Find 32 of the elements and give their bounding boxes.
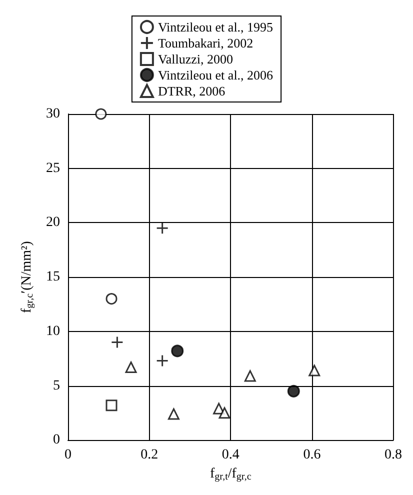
point	[168, 408, 180, 420]
point	[308, 364, 320, 376]
point	[110, 336, 124, 349]
point	[125, 362, 137, 374]
y-tick-label: 30	[46, 106, 60, 122]
y-tick-label: 15	[46, 270, 60, 285]
y-tick-label: 20	[46, 215, 60, 230]
legend-label: DTRR, 2006	[158, 84, 226, 98]
legend-label: Vintzileou et al., 1995	[158, 20, 274, 34]
x-tick-label: 0	[64, 448, 72, 463]
legend-label: Valluzzi, 2000	[158, 52, 234, 66]
point	[156, 222, 169, 234]
point	[106, 400, 118, 412]
x-tick-label: 0.4	[222, 448, 240, 463]
y-tick-label: 25	[46, 160, 60, 176]
point	[95, 108, 107, 120]
y-axis-title: fgr,c′(N/mm²)	[20, 240, 36, 313]
point	[156, 354, 169, 367]
point	[171, 344, 184, 358]
y-tick-label: 10	[46, 324, 60, 339]
point	[218, 407, 230, 419]
y-tick-label: 0	[53, 432, 60, 448]
x-tick-label: 0.2	[140, 448, 158, 463]
legend-label: Vintzileou et al., 2006	[158, 68, 274, 82]
point	[106, 293, 118, 305]
point	[244, 370, 256, 382]
y-tick-label: 5	[53, 378, 60, 394]
point	[287, 384, 300, 398]
legend-label: Toumbakari, 2002	[158, 36, 254, 50]
point	[213, 402, 225, 414]
x-tick-label: 0.6	[303, 448, 321, 463]
x-tick-label: 0.8	[384, 448, 402, 463]
